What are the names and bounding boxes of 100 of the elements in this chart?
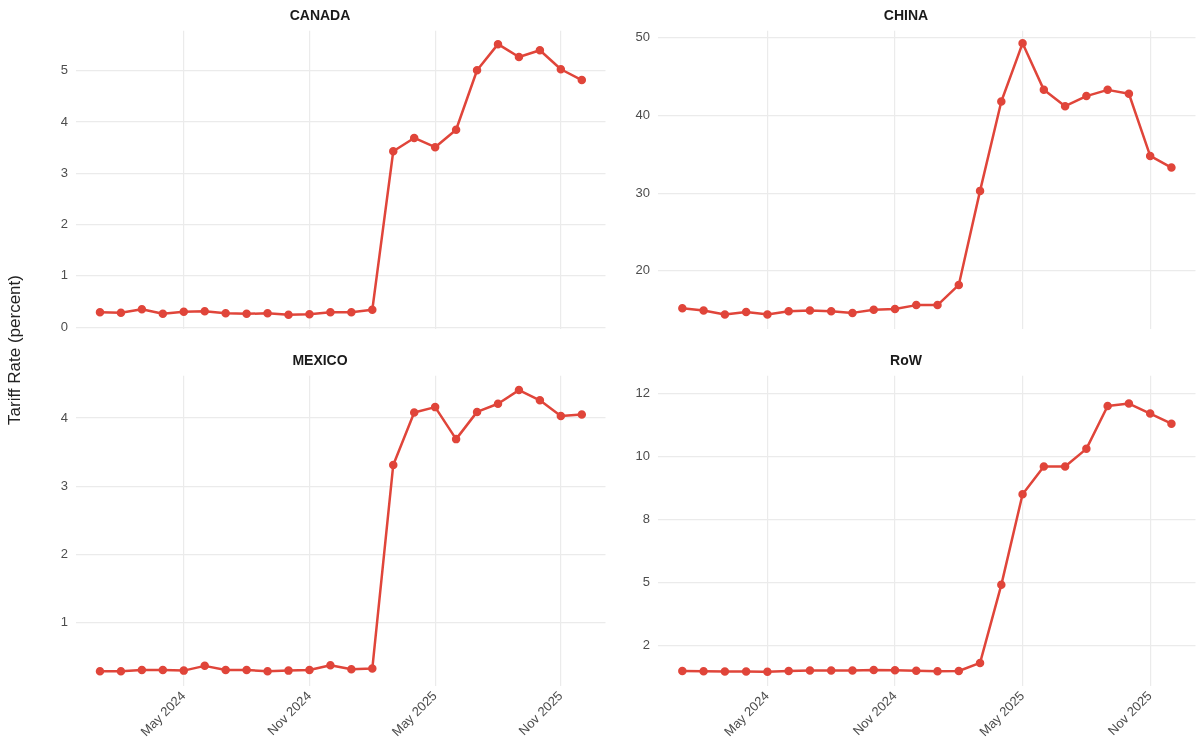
point bbox=[493, 39, 503, 49]
point bbox=[305, 665, 314, 675]
point bbox=[848, 666, 857, 675]
point bbox=[933, 666, 942, 676]
point bbox=[678, 666, 687, 676]
point bbox=[997, 580, 1006, 590]
point bbox=[409, 133, 419, 143]
point bbox=[368, 664, 377, 673]
point bbox=[221, 309, 230, 318]
point bbox=[890, 304, 900, 314]
point bbox=[1082, 444, 1091, 454]
point bbox=[933, 300, 942, 310]
point bbox=[368, 305, 377, 314]
point bbox=[179, 666, 189, 675]
point bbox=[1060, 101, 1070, 111]
y-tick-label: 40 bbox=[635, 107, 650, 123]
point bbox=[784, 666, 793, 676]
chart-title: MEXICO bbox=[292, 352, 348, 369]
point bbox=[1103, 85, 1112, 95]
y-tick-label: 2 bbox=[60, 216, 68, 232]
point bbox=[577, 75, 587, 85]
point bbox=[95, 308, 105, 317]
point bbox=[326, 308, 335, 317]
chart-title: CHINA bbox=[883, 7, 929, 24]
point bbox=[763, 667, 772, 676]
point bbox=[242, 309, 251, 319]
point bbox=[1082, 91, 1091, 101]
point bbox=[954, 280, 964, 290]
y-tick-label: 10 bbox=[635, 447, 650, 463]
point bbox=[263, 309, 272, 318]
point bbox=[200, 307, 209, 316]
y-tick-label: 8 bbox=[642, 510, 650, 526]
point bbox=[1167, 419, 1176, 428]
point bbox=[1060, 462, 1070, 471]
y-tick-label: 12 bbox=[635, 385, 650, 401]
point bbox=[116, 308, 126, 318]
point bbox=[556, 65, 566, 74]
y-tick-label: 3 bbox=[60, 477, 68, 493]
point bbox=[1039, 462, 1049, 471]
point bbox=[284, 310, 293, 320]
point bbox=[1018, 489, 1027, 499]
point bbox=[784, 307, 793, 316]
point bbox=[720, 667, 730, 676]
y-tick-label: 4 bbox=[60, 409, 68, 425]
point bbox=[1039, 85, 1049, 95]
point bbox=[741, 307, 751, 317]
chart-title: CANADA bbox=[289, 7, 351, 24]
point bbox=[137, 665, 147, 675]
y-tick-label: 1 bbox=[60, 267, 68, 283]
point bbox=[954, 666, 964, 676]
y-tick-label: 3 bbox=[60, 164, 68, 180]
point bbox=[1124, 89, 1134, 98]
point bbox=[116, 667, 126, 676]
y-tick-label: 1 bbox=[60, 613, 68, 629]
point bbox=[242, 665, 251, 675]
point bbox=[514, 52, 524, 62]
chart-title: RoW bbox=[890, 352, 923, 369]
y-tick-label: 2 bbox=[642, 636, 650, 652]
point bbox=[805, 666, 815, 675]
point bbox=[535, 46, 545, 55]
point bbox=[720, 310, 730, 319]
point bbox=[678, 303, 687, 313]
point bbox=[912, 666, 921, 675]
y-tick-label: 4 bbox=[60, 113, 68, 129]
point bbox=[326, 660, 335, 670]
point bbox=[535, 396, 545, 405]
point bbox=[826, 307, 836, 316]
point bbox=[1103, 401, 1112, 411]
point bbox=[699, 306, 708, 315]
point bbox=[493, 399, 503, 408]
point bbox=[890, 665, 900, 675]
y-tick-label: 2 bbox=[60, 545, 68, 561]
point bbox=[200, 661, 209, 671]
point bbox=[451, 125, 461, 134]
point bbox=[409, 408, 419, 417]
point bbox=[221, 665, 230, 675]
point bbox=[430, 402, 440, 412]
point bbox=[556, 411, 566, 421]
point bbox=[1145, 409, 1155, 418]
point bbox=[472, 66, 482, 75]
y-tick-label: 50 bbox=[635, 29, 650, 45]
point bbox=[305, 310, 314, 319]
point bbox=[869, 305, 878, 315]
y-tick-label: 5 bbox=[642, 573, 650, 589]
point bbox=[577, 410, 587, 419]
point bbox=[997, 97, 1006, 106]
point bbox=[699, 666, 708, 676]
y-tick-label: 20 bbox=[635, 262, 650, 278]
point bbox=[1145, 151, 1155, 161]
point bbox=[848, 308, 857, 318]
point bbox=[975, 186, 985, 196]
point bbox=[912, 300, 921, 310]
point bbox=[1124, 399, 1134, 408]
y-tick-label: 0 bbox=[60, 318, 68, 334]
point bbox=[158, 665, 168, 675]
point bbox=[347, 308, 356, 317]
point bbox=[179, 307, 189, 317]
point bbox=[472, 407, 482, 417]
y-tick-label: 5 bbox=[60, 62, 68, 78]
point bbox=[430, 142, 440, 152]
